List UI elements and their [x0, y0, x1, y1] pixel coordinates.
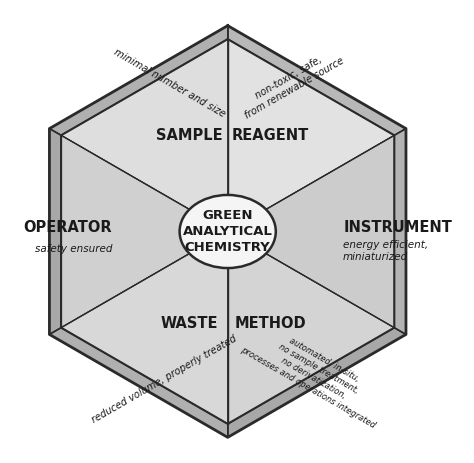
Polygon shape [49, 25, 228, 135]
Text: SAMPLE: SAMPLE [156, 128, 222, 143]
Text: safety ensured: safety ensured [35, 244, 112, 254]
Polygon shape [394, 129, 406, 334]
Text: METHOD: METHOD [234, 316, 306, 332]
Text: OPERATOR: OPERATOR [24, 220, 112, 235]
Text: reduced volume, properly treated: reduced volume, properly treated [90, 334, 238, 425]
Polygon shape [228, 328, 406, 438]
Text: minimal number and size: minimal number and size [112, 47, 228, 119]
Text: WASTE: WASTE [161, 316, 218, 332]
Text: INSTRUMENT: INSTRUMENT [343, 220, 452, 235]
Polygon shape [61, 135, 228, 328]
Polygon shape [228, 39, 394, 232]
Polygon shape [49, 328, 228, 438]
Polygon shape [49, 129, 61, 334]
Text: energy efficient,
miniaturized: energy efficient, miniaturized [343, 239, 428, 262]
Text: GREEN
ANALYTICAL
CHEMISTRY: GREEN ANALYTICAL CHEMISTRY [183, 209, 273, 254]
Polygon shape [228, 135, 394, 328]
Polygon shape [228, 232, 394, 424]
Text: non-toxic, safe,
from renewable source: non-toxic, safe, from renewable source [237, 46, 346, 121]
Polygon shape [61, 39, 228, 232]
Polygon shape [228, 25, 406, 135]
Text: REAGENT: REAGENT [231, 128, 309, 143]
Ellipse shape [180, 195, 276, 268]
Polygon shape [61, 232, 228, 424]
Text: automated, in-situ,
no sample treatment,
no derivatization,
processes and operat: automated, in-situ, no sample treatment,… [239, 318, 393, 430]
